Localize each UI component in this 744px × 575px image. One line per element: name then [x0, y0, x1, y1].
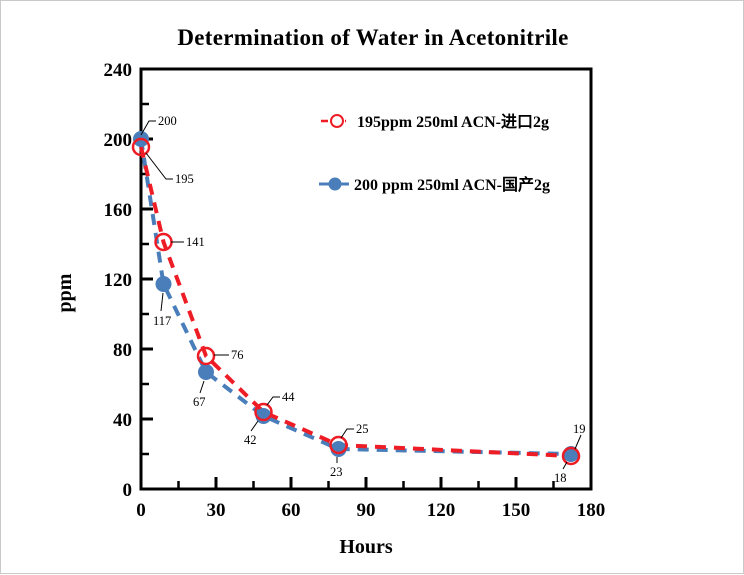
legend-item-red[interactable]: 195ppm 250ml ACN-进口2g — [321, 113, 549, 131]
legend-label-red: 195ppm 250ml ACN-进口2g — [357, 113, 549, 131]
legend: 195ppm 250ml ACN-进口2g 200 ppm 250ml ACN-… — [319, 113, 550, 194]
series-line-red — [139, 146, 572, 458]
data-point-blue-67 — [198, 364, 214, 380]
x-tick-label-150: 150 — [502, 500, 531, 521]
x-axis-minor-ticks — [177, 481, 555, 489]
x-tick-label-60: 60 — [282, 500, 301, 521]
legend-marker-open-circle-icon — [330, 114, 344, 128]
data-point-red-76 — [196, 346, 216, 366]
x-tick-label-0: 0 — [136, 500, 146, 521]
x-tick-label-90: 90 — [357, 500, 376, 521]
y-axis-title: ppm — [54, 273, 76, 312]
point-label-red-19: 19 — [573, 422, 586, 436]
point-label-blue-117: 117 — [153, 314, 171, 328]
data-point-red-44 — [254, 402, 273, 422]
point-label-red-141: 141 — [186, 235, 205, 249]
point-label-red-195: 195 — [175, 172, 194, 186]
x-tick-label-30: 30 — [207, 500, 226, 521]
y-tick-label-40: 40 — [113, 410, 132, 431]
point-label-red-76: 76 — [231, 348, 244, 362]
data-point-blue-117 — [155, 276, 172, 292]
point-label-blue-200: 200 — [158, 114, 177, 128]
series-line-blue — [139, 138, 572, 456]
y-tick-label-120: 120 — [104, 270, 133, 291]
data-point-red-195 — [131, 137, 151, 157]
point-label-blue-23: 23 — [330, 465, 343, 479]
legend-item-blue[interactable]: 200 ppm 250ml ACN-国产2g — [319, 175, 550, 194]
x-tick-label-120: 120 — [427, 500, 456, 521]
point-label-blue-67: 67 — [193, 395, 206, 409]
series-markers-red — [131, 137, 581, 466]
point-label-red-25: 25 — [356, 422, 369, 436]
data-point-red-19 — [561, 446, 581, 466]
x-axis-title: Hours — [339, 536, 393, 558]
x-axis-major-ticks — [139, 477, 593, 489]
point-label-red-44: 44 — [282, 390, 295, 404]
y-tick-label-160: 160 — [104, 200, 133, 221]
point-label-blue-18: 18 — [554, 471, 567, 485]
y-tick-label-200: 200 — [104, 130, 133, 151]
legend-label-blue: 200 ppm 250ml ACN-国产2g — [354, 175, 550, 194]
page-title: Determination of Water in Acetonitrile — [177, 25, 569, 50]
legend-marker-filled-circle-icon — [328, 177, 342, 191]
point-label-leaders — [140, 120, 582, 470]
data-point-red-25 — [329, 435, 348, 455]
y-tick-label-240: 240 — [104, 60, 133, 81]
x-tick-label-180: 180 — [577, 500, 606, 521]
y-tick-label-80: 80 — [113, 340, 132, 361]
y-tick-label-0: 0 — [123, 480, 133, 501]
point-label-blue-42: 42 — [244, 433, 257, 447]
